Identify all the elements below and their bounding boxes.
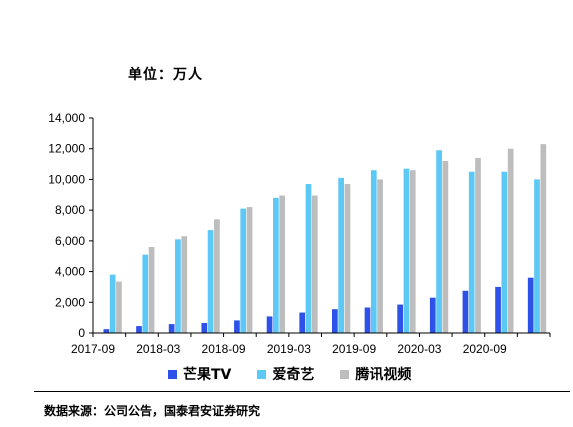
y-tick-label: 2,000	[55, 295, 85, 309]
bar-mango	[136, 326, 142, 333]
legend: 芒果TV 爱奇艺 腾讯视频	[168, 364, 411, 384]
bar-iqiyi	[109, 274, 116, 333]
bars	[103, 144, 547, 333]
y-tick-label: 0	[78, 326, 85, 340]
unit-label: 单位：万人	[128, 67, 203, 83]
legend-swatch	[168, 369, 177, 379]
bar-tencent	[442, 161, 449, 333]
legend-item: 芒果TV	[168, 364, 231, 384]
bar-mango	[429, 297, 436, 333]
bar-tencent	[409, 170, 416, 333]
bar-mango	[168, 324, 175, 333]
bar-mango	[201, 323, 208, 333]
y-axis-ticks: 0 2,000 4,000 6,000 8,000 10,000 12,000 14,000	[48, 111, 94, 340]
divider	[34, 391, 570, 392]
x-tick-label: 2020-09	[463, 342, 507, 356]
bar-iqiyi	[501, 171, 508, 333]
bar-iqiyi	[370, 170, 377, 333]
bar-iqiyi	[273, 197, 279, 333]
bar-iqiyi	[338, 177, 344, 333]
bar-tencent	[181, 236, 188, 333]
y-tick-label: 8,000	[55, 203, 85, 217]
bar-mango	[364, 307, 371, 333]
y-tick-label: 12,000	[48, 142, 85, 156]
bar-tencent	[540, 144, 547, 333]
bar-tencent	[246, 207, 253, 333]
bar-mango	[299, 312, 306, 333]
legend-label: 芒果TV	[183, 367, 232, 383]
y-tick-label: 6,000	[55, 234, 85, 248]
bar-tencent	[311, 195, 318, 333]
y-tick-label: 14,000	[48, 111, 85, 125]
legend-label: 爱奇艺	[272, 367, 315, 383]
legend-label: 腾讯视频	[355, 367, 412, 383]
bar-mango	[495, 286, 501, 333]
x-tick-label: 2019-09	[332, 342, 376, 356]
bar-iqiyi	[240, 208, 247, 333]
bar-mango	[266, 316, 273, 333]
y-tick-label: 4,000	[55, 265, 85, 279]
bar-mango	[527, 277, 534, 333]
bar-tencent	[344, 184, 351, 333]
bar-iqiyi	[403, 168, 410, 333]
legend-swatch	[340, 369, 350, 379]
bar-iqiyi	[207, 230, 214, 333]
bar-tencent	[214, 219, 220, 333]
bar-iqiyi	[436, 150, 442, 333]
bar-tencent	[475, 157, 481, 333]
y-tick-label: 10,000	[48, 172, 85, 186]
bar-iqiyi	[142, 254, 149, 333]
x-tick-label: 2018-03	[136, 342, 180, 356]
x-tick-label: 2019-03	[267, 342, 311, 356]
x-tick-label: 2018-09	[202, 342, 246, 356]
bar-iqiyi	[175, 239, 181, 333]
bar-tencent	[377, 179, 383, 333]
bar-chart: 02,0004,0006,0008,00010,00012,00014,000 …	[48, 111, 551, 356]
bar-mango	[397, 304, 403, 333]
x-tick-label: 2017-09	[71, 342, 115, 356]
x-tick-label: 2020-03	[397, 342, 441, 356]
bar-tencent	[148, 247, 155, 333]
bar-iqiyi	[534, 179, 540, 333]
bar-iqiyi	[468, 171, 475, 333]
bar-mango	[103, 329, 110, 333]
legend-swatch	[257, 369, 267, 379]
bar-tencent	[279, 195, 286, 333]
legend-item: 腾讯视频	[340, 364, 411, 384]
source-note: 数据来源：公司公告，国泰君安证券研究	[44, 404, 261, 418]
legend-item: 爱奇艺	[257, 364, 314, 384]
bar-iqiyi	[305, 184, 312, 333]
bar-tencent	[116, 281, 122, 333]
bar-mango	[332, 309, 338, 333]
bar-mango	[234, 320, 240, 333]
bar-tencent	[507, 148, 514, 333]
x-axis-ticks: 2017-09 2018-03 2018-09 2019-03 2019-09 2020-…	[71, 333, 551, 356]
bar-mango	[462, 290, 469, 333]
